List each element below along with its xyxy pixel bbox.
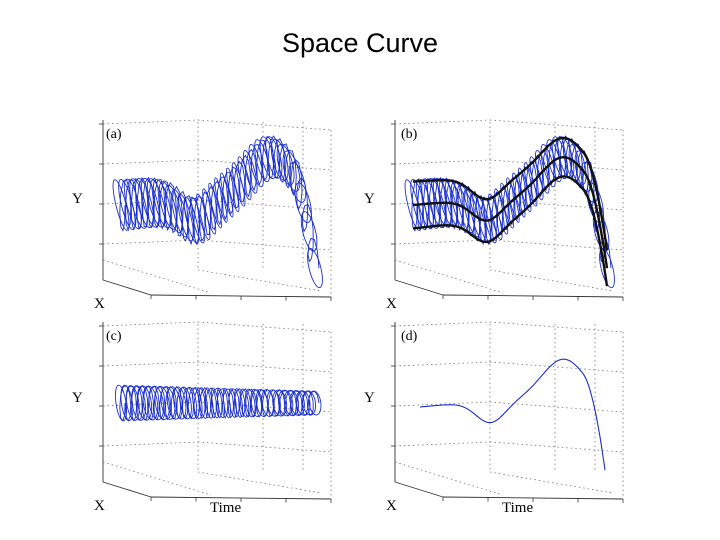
helix-coil (500, 182, 514, 229)
helix-thread (119, 384, 320, 422)
helix-coil (307, 248, 323, 289)
panel-b: (b) Y X (364, 119, 624, 312)
envelope-mid-curve (412, 155, 609, 269)
grid-line (394, 321, 491, 327)
panel-d-time-axis-label: Time (502, 500, 533, 516)
panel-a: (a) Y X (72, 119, 332, 312)
axis-line (394, 481, 444, 498)
grid-line (102, 159, 199, 165)
helix-coil (135, 178, 154, 229)
grid-line (102, 441, 199, 447)
grid-line (394, 361, 491, 367)
grid-line (102, 461, 212, 496)
panel-c-time-axis-label: Time (210, 500, 241, 516)
helix-coil (129, 178, 148, 229)
helix-coil (123, 178, 142, 230)
envelope-lower-curve (412, 175, 609, 287)
axis-line (394, 279, 444, 296)
helix-coil (506, 177, 520, 223)
helix-coil (154, 385, 170, 421)
grid-line (102, 401, 199, 407)
helix-coil (220, 172, 234, 218)
grid-line (489, 269, 614, 292)
slide-title: Space Curve (281, 28, 439, 58)
space-curve-line (419, 358, 606, 471)
grid-line (197, 119, 332, 131)
grid-line (197, 471, 322, 494)
grid-line (197, 441, 332, 453)
grid-line (102, 119, 199, 125)
helix-coil (152, 179, 172, 229)
helix-coil (239, 388, 250, 418)
panel-a-x-axis-label: X (94, 296, 105, 312)
grid-line (394, 119, 491, 125)
grid-line (489, 119, 624, 131)
grid-line (489, 361, 624, 373)
grid-line (489, 471, 614, 494)
axis-line (102, 279, 152, 296)
grid-line (394, 239, 491, 245)
grid-line (102, 361, 199, 367)
helix-coil (228, 388, 237, 418)
panel-b-frame (391, 119, 624, 301)
helix-thread (119, 135, 320, 269)
helix-coil (208, 182, 222, 229)
helix-coil (158, 181, 178, 230)
grid-line (489, 321, 624, 333)
panel-a-frame (99, 119, 332, 301)
panel-d-x-axis-label: X (386, 498, 397, 514)
helix-coil (288, 161, 307, 203)
panel-c-label: (c) (106, 329, 122, 344)
grid-line (394, 441, 491, 447)
panel-d: (d) Y X Time (364, 321, 624, 516)
panel-d-label: (d) (401, 329, 418, 344)
panel-d-frame (391, 321, 624, 503)
helix-coil (300, 211, 318, 252)
grid-line (197, 321, 332, 333)
helix-coil (529, 156, 544, 201)
grid-line (102, 239, 199, 245)
helix-coil (599, 248, 615, 289)
helix-coil (512, 172, 526, 218)
helix-coil (214, 177, 228, 223)
grid-line (102, 259, 212, 294)
panel-a-y-axis-label: Y (72, 191, 83, 207)
panel-b-label: (b) (401, 127, 418, 142)
envelope-upper-curve (412, 136, 609, 251)
grid-line (394, 259, 504, 294)
panel-c-x-axis-label: X (94, 498, 105, 514)
grid-line (394, 159, 491, 165)
panel-c-y-axis-label: Y (72, 390, 83, 406)
panel-c-plot (115, 384, 322, 422)
grid-line (489, 159, 624, 171)
axis-line (102, 481, 152, 498)
helix-coil (234, 388, 244, 418)
panel-c-frame (99, 321, 332, 503)
panel-b-y-axis-label: Y (364, 191, 375, 207)
panel-a-label: (a) (106, 127, 122, 142)
helix-coil (173, 386, 187, 420)
grid-line (489, 441, 624, 453)
panel-d-y-axis-label: Y (364, 390, 375, 406)
grid-line (197, 269, 322, 292)
helix-coil (237, 156, 252, 201)
panel-a-plot (112, 135, 323, 289)
grid-line (102, 321, 199, 327)
grid-line (197, 361, 332, 373)
helix-coil (160, 386, 176, 420)
panel-b-plot (404, 135, 615, 289)
helix-coil (125, 385, 140, 421)
panel-b-x-axis-label: X (386, 296, 397, 312)
grid-line (197, 159, 332, 171)
panel-c: (c) Y X Time (72, 321, 332, 516)
panel-d-plot (419, 358, 606, 471)
grid-line (394, 461, 504, 496)
